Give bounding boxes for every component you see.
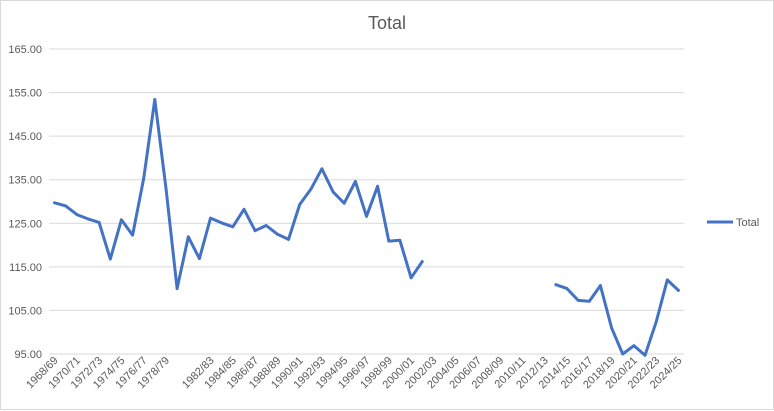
data-point bbox=[276, 232, 279, 236]
data-point bbox=[298, 203, 302, 206]
data-point bbox=[409, 276, 413, 280]
data-point bbox=[576, 299, 580, 302]
data-point bbox=[643, 353, 647, 357]
y-tick-label: 155.00 bbox=[8, 88, 42, 100]
data-point bbox=[387, 239, 391, 243]
data-point bbox=[677, 289, 680, 292]
series-group bbox=[53, 98, 680, 357]
y-axis: 95.00 105.00 115.00 125.00 135.00 145.00 155.0… bbox=[8, 44, 42, 361]
data-point bbox=[621, 352, 625, 356]
y-tick-label: 95.00 bbox=[14, 349, 42, 361]
data-point bbox=[186, 235, 190, 239]
data-point bbox=[320, 167, 324, 171]
data-point bbox=[153, 98, 157, 101]
data-point bbox=[231, 225, 235, 229]
data-point bbox=[209, 216, 212, 220]
data-point bbox=[220, 221, 224, 225]
data-point bbox=[86, 217, 90, 221]
data-point bbox=[108, 257, 112, 261]
data-point bbox=[565, 287, 569, 290]
data-point bbox=[632, 344, 636, 348]
data-point bbox=[587, 299, 591, 303]
data-point bbox=[331, 190, 335, 194]
data-point bbox=[198, 257, 201, 260]
data-point bbox=[365, 214, 368, 218]
data-point bbox=[75, 213, 79, 217]
data-point bbox=[253, 229, 257, 233]
data-point bbox=[654, 320, 658, 324]
data-point bbox=[97, 221, 101, 224]
series-line-total bbox=[53, 98, 680, 357]
data-point bbox=[610, 326, 613, 330]
gridlines bbox=[49, 48, 684, 355]
data-point bbox=[142, 177, 146, 180]
data-point bbox=[309, 187, 313, 191]
chart-title: Total bbox=[368, 13, 406, 33]
legend-label-total: Total bbox=[736, 217, 759, 229]
data-point bbox=[376, 184, 379, 188]
y-tick-label: 115.00 bbox=[9, 262, 42, 274]
data-point bbox=[420, 260, 424, 263]
y-tick-label: 125.00 bbox=[8, 218, 42, 230]
x-axis: 1968/691970/711972/731974/751976/771978/… bbox=[24, 355, 684, 392]
y-tick-label: 165.00 bbox=[8, 44, 42, 56]
data-point bbox=[131, 233, 135, 237]
data-point bbox=[599, 284, 602, 287]
data-point bbox=[554, 283, 558, 287]
data-point bbox=[342, 201, 346, 205]
data-point bbox=[64, 204, 68, 208]
legend: Total bbox=[707, 217, 759, 229]
data-point bbox=[53, 201, 56, 205]
data-point bbox=[287, 238, 290, 241]
data-point bbox=[120, 218, 123, 222]
data-point bbox=[242, 207, 246, 211]
data-point bbox=[665, 278, 669, 282]
y-tick-label: 145.00 bbox=[8, 131, 42, 143]
y-tick-label: 105.00 bbox=[8, 305, 42, 317]
data-point bbox=[398, 238, 402, 242]
data-point bbox=[354, 180, 357, 183]
data-point bbox=[175, 287, 179, 290]
data-point bbox=[264, 224, 268, 227]
y-tick-label: 135.00 bbox=[8, 175, 42, 187]
data-point bbox=[164, 187, 168, 190]
